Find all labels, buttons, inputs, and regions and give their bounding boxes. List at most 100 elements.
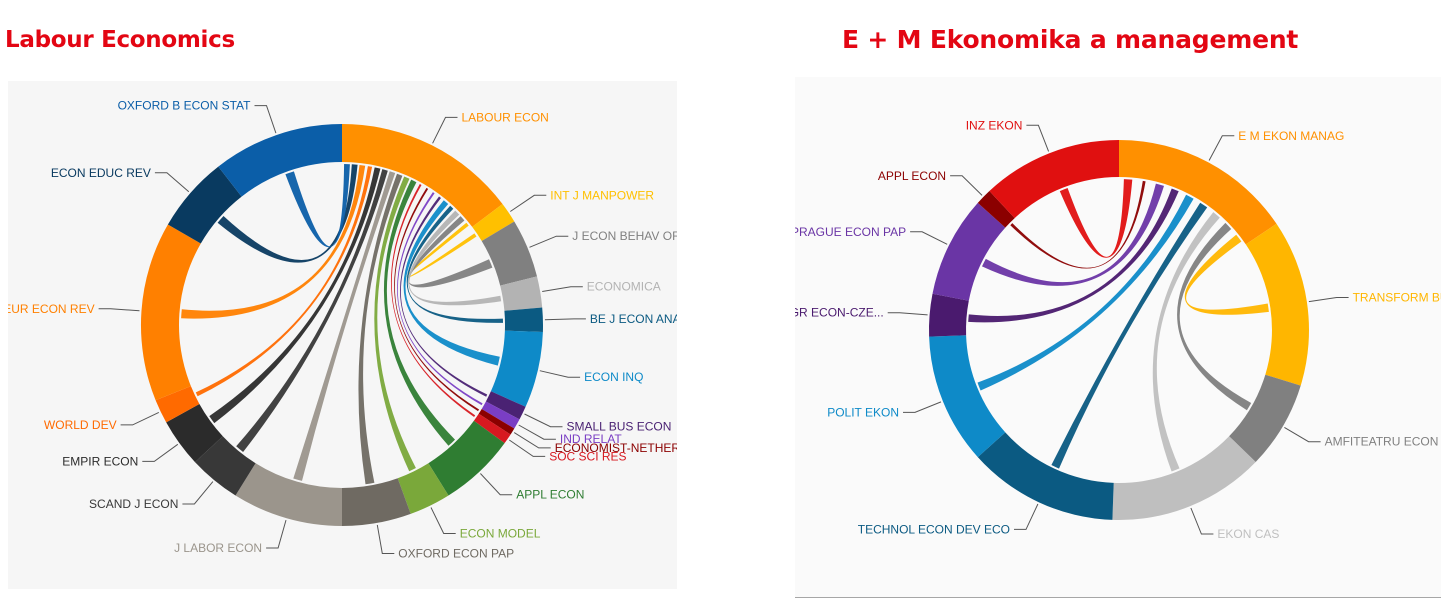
label-economist-nether: ECONOMIST-NETHER... (555, 441, 677, 455)
arc-appl-econ[interactable] (428, 420, 505, 496)
leader-line-labour-econ (432, 116, 458, 144)
label-e-m-ekon-manag: E M EKON MANAG (1238, 129, 1344, 143)
label-transform-bu: TRANSFORM BU... (1353, 291, 1441, 305)
ribbon-ekon-cas[interactable] (1152, 212, 1220, 472)
arc-scand-j-econ[interactable] (195, 436, 256, 496)
leader-line-technol-econ-dev-eco (1014, 503, 1039, 530)
chord-diagram-labour-economics: LABOUR ECON INT J MANPOWER J ECON BEHAV OR… (8, 99, 677, 561)
label-econ-educ-rev: ECON EDUC REV (51, 166, 151, 180)
segment-labels: LABOUR ECON INT J MANPOWER J ECON BEHAV OR… (8, 99, 677, 561)
label-j-labor-econ: J LABOR ECON (174, 541, 262, 555)
ribbon-econ-model[interactable] (374, 176, 416, 472)
arc-ind-relat[interactable] (481, 401, 520, 429)
chord-panel-em-ekonomika: E M EKON MANAG TRANSFORM BU... AMFITEATRU … (795, 77, 1441, 598)
label-technol-econ-dev-eco: TECHNOL ECON DEV ECO (858, 522, 1010, 536)
arc-j-econ-behav-organ[interactable] (481, 221, 537, 286)
label-empir-econ: EMPIR ECON (62, 454, 138, 468)
arc-appl-econ[interactable] (977, 191, 1015, 228)
ribbon-j-econ-behav-organ[interactable] (408, 216, 493, 288)
segment-labels: E M EKON MANAG TRANSFORM BU... AMFITEATRU … (795, 118, 1441, 541)
ribbon-transform-bu[interactable] (1184, 234, 1269, 315)
arc-soc-sci-res[interactable] (473, 413, 511, 444)
ribbon-j-labor-econ[interactable] (293, 171, 396, 481)
leader-line-scand-j-econ (182, 481, 214, 505)
label-soc-sci-res: SOC SCI RES (549, 449, 626, 463)
chart-title-labour-economics: Labour Economics (5, 27, 235, 53)
arc-econ-model[interactable] (397, 463, 449, 514)
leader-line-econ-model (430, 507, 456, 534)
leader-line-econ-educ-rev (154, 172, 190, 193)
chart-title-em-ekonomika: E + M Ekonomika a management (842, 25, 1299, 54)
leader-line-soc-sci-res (509, 439, 546, 457)
label-econ-model: ECON MODEL (460, 527, 541, 541)
label-scand-j-econ: SCAND J ECON (89, 497, 178, 511)
label-labour-econ: LABOUR ECON (462, 110, 549, 124)
ribbon-oxford-econ-pap[interactable] (358, 173, 403, 485)
leader-line-inz-ekon (1026, 124, 1050, 152)
arc-prague-econ-pap[interactable] (932, 202, 1006, 301)
ribbon-inz-ekon[interactable] (1059, 179, 1133, 258)
arc-economica[interactable] (500, 276, 543, 311)
label-economica: ECONOMICA (587, 280, 661, 294)
leader-line-oxford-econ-pap (376, 524, 395, 554)
leader-line-appl-econ (950, 175, 983, 196)
arc-world-dev[interactable] (155, 386, 200, 423)
label-appl-econ: APPL ECON (516, 488, 584, 502)
label-small-bus-econ: SMALL BUS ECON (567, 420, 672, 434)
arc-econ-inq[interactable] (490, 330, 543, 407)
arc-eur-econ-rev[interactable] (140, 224, 201, 401)
arc-amfiteatru-econ[interactable] (1229, 374, 1301, 462)
label-ind-relat: IND RELAT (560, 432, 622, 446)
arc-oxford-b-econ-stat[interactable] (218, 124, 342, 197)
label-amfiteatru-econ: AMFITEATRU ECON (1325, 435, 1439, 449)
arc-int-j-manpower[interactable] (472, 204, 515, 241)
label-agr-econ-cze: AGR ECON-CZE... (795, 306, 884, 320)
leader-line-small-bus-econ (524, 413, 563, 428)
leader-line-world-dev (120, 411, 160, 426)
ribbons (968, 179, 1269, 472)
arc-small-bus-econ[interactable] (485, 391, 526, 420)
label-polit-ekon: POLIT EKON (827, 405, 899, 419)
leader-line-j-labor-econ (266, 519, 287, 549)
leader-line-empir-econ (142, 443, 179, 462)
arc-labour-econ[interactable] (342, 124, 503, 227)
leader-line-eur-econ-rev (98, 308, 140, 312)
arc-j-labor-econ[interactable] (235, 463, 343, 526)
leader-line-appl-econ (480, 473, 513, 496)
segment-arcs (928, 139, 1309, 521)
ribbon-agr-econ-cze[interactable] (968, 188, 1179, 323)
arc-econ-educ-rev[interactable] (167, 166, 242, 244)
ribbon-prague-econ-pap[interactable] (982, 183, 1164, 286)
leader-line-ind-relat (518, 424, 556, 440)
leader-line-j-econ-behav-organ (529, 235, 569, 248)
arc-oxford-econ-pap[interactable] (342, 478, 411, 526)
arc-e-m-ekon-manag[interactable] (1119, 140, 1277, 245)
ribbons (181, 164, 503, 485)
label-econ-inq: ECON INQ (584, 370, 643, 384)
arc-inz-ekon[interactable] (989, 139, 1119, 219)
arc-technol-econ-dev-eco[interactable] (977, 432, 1114, 520)
leader-line-transform-bu (1308, 297, 1349, 303)
leader-line-be-j-econ-ana (544, 318, 586, 321)
label-oxford-econ-pap: OXFORD ECON PAP (398, 547, 514, 561)
ribbon-ind-relat[interactable] (397, 192, 483, 406)
label-eur-econ-rev: EUR ECON REV (8, 302, 95, 316)
arc-polit-ekon[interactable] (929, 335, 1006, 458)
leader-line-ekon-cas (1190, 507, 1214, 535)
arc-agr-econ-cze[interactable] (928, 293, 969, 337)
label-inz-ekon: INZ EKON (966, 118, 1023, 132)
leader-line-oxford-b-econ-stat (254, 105, 277, 134)
leader-line-prague-econ-pap (910, 231, 948, 245)
label-appl-econ: APPL ECON (878, 169, 946, 183)
arc-ekon-cas[interactable] (1112, 436, 1256, 521)
label-ekon-cas: EKON CAS (1217, 527, 1279, 541)
leader-line-econ-inq (539, 370, 581, 378)
arc-empir-econ[interactable] (166, 404, 223, 463)
ribbon-amfiteatru-econ[interactable] (1177, 222, 1252, 411)
leader-line-e-m-ekon-manag (1208, 135, 1235, 161)
arc-economist-nether[interactable] (478, 409, 515, 435)
arc-be-j-econ-ana[interactable] (504, 307, 544, 333)
ribbon-oxford-b-econ-stat[interactable] (285, 164, 350, 248)
ribbon-technol-econ-dev-eco[interactable] (1051, 202, 1208, 469)
arc-transform-bu[interactable] (1245, 223, 1309, 386)
